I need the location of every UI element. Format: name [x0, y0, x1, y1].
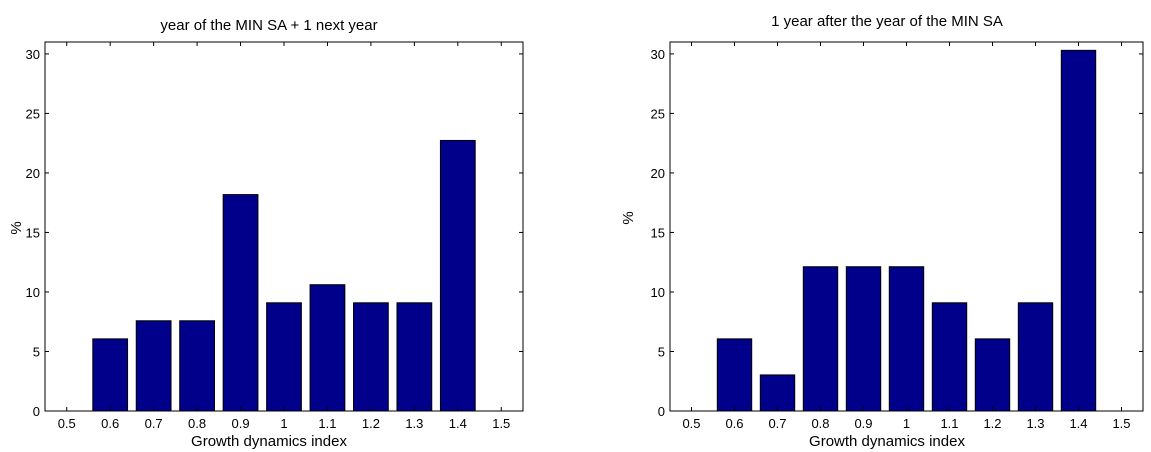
left-ytick-label-5: 25 — [26, 106, 40, 121]
right-xtick-label-0: 0.5 — [682, 416, 700, 431]
right-bar-3 — [845, 266, 882, 412]
right-ytick-label-4: 20 — [651, 166, 665, 181]
right-bar-5 — [931, 302, 968, 412]
left-xtick-label-4: 0.9 — [232, 416, 250, 431]
left-xtick-label-0: 0.5 — [58, 416, 76, 431]
left-ytick-label-0: 0 — [33, 404, 40, 419]
left-bar-1 — [135, 320, 172, 412]
right-ytick-label-5: 25 — [651, 106, 665, 121]
right-bar-0 — [716, 338, 753, 412]
right-bar-2 — [802, 266, 839, 412]
right-bar-7 — [1017, 302, 1054, 412]
left-bar-0 — [92, 338, 129, 412]
left-ytick-label-3: 15 — [26, 225, 40, 240]
left-xtick-label-1: 0.6 — [101, 416, 119, 431]
right-ytick-label-2: 10 — [651, 285, 665, 300]
chart-right: 1 year after the year of the MIN SA Grow… — [620, 13, 1144, 450]
right-xtick-label-10: 1.5 — [1112, 416, 1130, 431]
right-xtick-label-5: 1 — [903, 416, 910, 431]
left-bar-5 — [309, 284, 346, 412]
left-xtick-label-2: 0.7 — [145, 416, 163, 431]
chart-left-title: year of the MIN SA + 1 next year — [160, 17, 377, 34]
left-bar-4 — [266, 302, 302, 412]
left-ytick-label-2: 10 — [26, 285, 40, 300]
right-ytick-label-3: 15 — [651, 225, 665, 240]
right-bar-8 — [1060, 49, 1097, 412]
left-bar-8 — [439, 139, 476, 412]
left-xtick-label-8: 1.3 — [405, 416, 423, 431]
chart-left-plot: 0.5 0.6 0.7 0.8 0.9 1 1.1 1.2 1.3 1.4 1.5 0 5 10 15 20 2… — [26, 41, 524, 431]
chart-right-plot: 0.5 0.6 0.7 0.8 0.9 1 1.1 1.2 1.3 1.4 1.5 0 5 10 15 20 2… — [651, 41, 1144, 431]
right-bar-1 — [759, 374, 796, 412]
right-xtick-label-6: 1.1 — [940, 416, 958, 431]
left-ytick-label-4: 20 — [26, 166, 40, 181]
right-xtick-label-2: 0.7 — [768, 416, 786, 431]
left-xtick-label-9: 1.4 — [449, 416, 467, 431]
left-xtick-label-6: 1.1 — [318, 416, 336, 431]
left-xtick-label-3: 0.8 — [188, 416, 206, 431]
right-xtick-label-3: 0.8 — [811, 416, 829, 431]
chart-right-ylabel: % — [620, 211, 637, 224]
chart-right-title: 1 year after the year of the MIN SA — [771, 13, 1003, 30]
right-ytick-label-1: 5 — [658, 344, 665, 359]
right-ytick-label-0: 0 — [658, 404, 665, 419]
right-bar-6 — [974, 338, 1011, 412]
right-xtick-label-4: 0.9 — [854, 416, 872, 431]
left-xtick-label-10: 1.5 — [492, 416, 510, 431]
chart-left-xlabel: Growth dynamics index — [191, 433, 347, 450]
right-xtick-label-1: 0.6 — [725, 416, 743, 431]
right-xtick-label-7: 1.2 — [983, 416, 1001, 431]
right-xtick-label-9: 1.4 — [1069, 416, 1087, 431]
chart-left: year of the MIN SA + 1 next year Growth … — [8, 17, 524, 450]
chart-left-ylabel: % — [8, 221, 25, 234]
left-bar-7 — [396, 302, 433, 412]
left-xtick-label-7: 1.2 — [362, 416, 380, 431]
chart-right-xlabel: Growth dynamics index — [809, 433, 965, 450]
left-ytick-label-6: 30 — [26, 47, 40, 62]
right-bar-4 — [888, 266, 925, 412]
right-xtick-label-8: 1.3 — [1026, 416, 1044, 431]
left-bar-3 — [222, 194, 259, 412]
left-xtick-label-5: 1 — [280, 416, 287, 431]
left-bar-2 — [179, 320, 215, 412]
right-ytick-label-6: 30 — [651, 47, 665, 62]
left-bar-6 — [353, 302, 389, 412]
left-ytick-label-1: 5 — [33, 344, 40, 359]
